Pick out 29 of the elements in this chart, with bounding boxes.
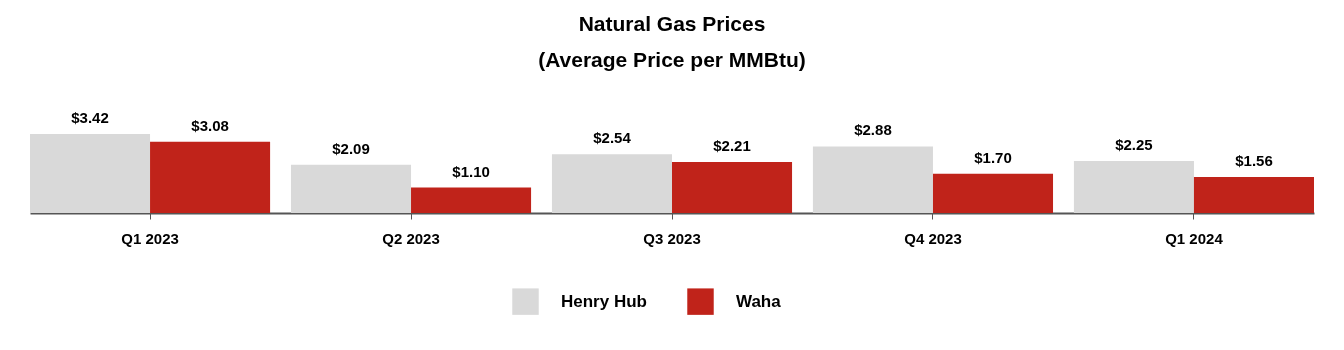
data-label: $3.42 xyxy=(71,109,109,126)
x-tick-label: Q1 2023 xyxy=(121,229,179,247)
data-label: $2.21 xyxy=(713,136,751,154)
text: Natural Gas Prices xyxy=(578,12,766,35)
bar xyxy=(30,134,151,213)
data-label: $1.10 xyxy=(452,162,490,180)
data-label: $3.08 xyxy=(191,116,229,134)
data-label: $2.25 xyxy=(1115,136,1153,154)
text: (Average Price per MMBtu) xyxy=(538,48,806,71)
bar xyxy=(812,146,933,213)
legend-label: Henry Hub xyxy=(561,291,647,311)
x-tick-label: Q4 2023 xyxy=(904,229,962,247)
x-tick-label: Q3 2023 xyxy=(643,229,701,247)
data-label: $2.88 xyxy=(854,121,892,139)
bar xyxy=(1193,176,1314,213)
bar xyxy=(551,154,672,213)
data-label: $1.56 xyxy=(1235,151,1273,169)
bar xyxy=(932,173,1054,213)
bar xyxy=(290,164,412,213)
x-tick-label: Q2 2023 xyxy=(382,229,440,247)
data-label: $2.54 xyxy=(593,129,632,147)
data-label: $2.09 xyxy=(332,139,370,157)
bar xyxy=(672,161,793,213)
bar xyxy=(411,187,532,213)
legend-label: Waha xyxy=(736,291,782,311)
bar xyxy=(1073,161,1194,213)
data-label: $1.70 xyxy=(974,148,1012,166)
x-tick-label: Q1 2024 xyxy=(1165,229,1224,247)
bar xyxy=(150,141,271,213)
